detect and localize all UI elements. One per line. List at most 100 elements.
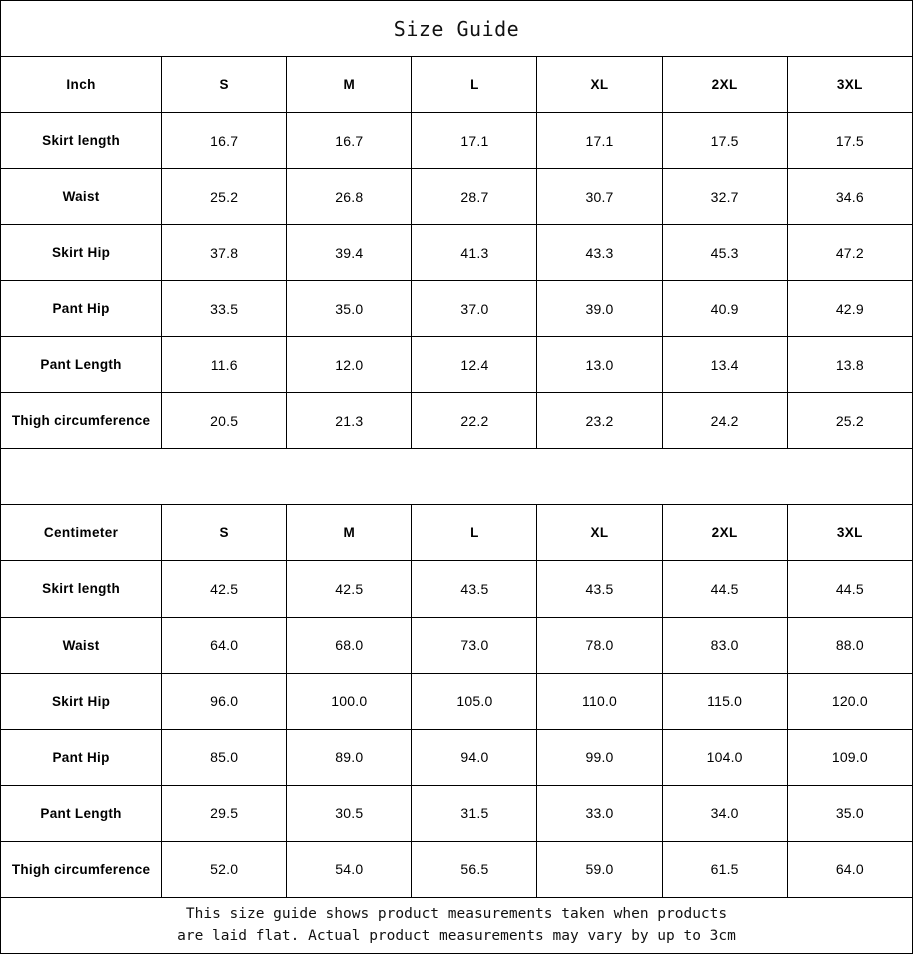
measurement-waist-l: 28.7 [411,168,538,226]
row-label-skirt-hip: Skirt Hip [0,224,163,282]
measurement-waist-3xl: 88.0 [786,616,913,674]
table-row: Skirt length 42.5 42.5 43.5 43.5 44.5 44.5 [0,560,913,618]
table-row: Pant Length 29.5 30.5 31.5 33.0 34.0 35.0 [0,784,913,842]
table-row: Skirt length 16.7 16.7 17.1 17.1 17.5 17.5 [0,112,913,170]
size-header-xl: XL [536,504,663,562]
measurement-skirt-hip-3xl: 47.2 [786,224,913,282]
size-header-m: M [286,56,413,114]
table-row: Pant Hip 33.5 35.0 37.0 39.0 40.9 42.9 [0,280,913,338]
measurement-pant-hip-2xl: 104.0 [661,728,788,786]
row-label-waist: Waist [0,168,163,226]
row-label-pant-hip: Pant Hip [0,728,163,786]
size-header-2xl: 2XL [661,504,788,562]
title-row: Size Guide [0,0,913,58]
row-label-pant-length: Pant Length [0,784,163,842]
measurement-pant-hip-s: 33.5 [161,280,288,338]
measurement-skirt-hip-m: 39.4 [286,224,413,282]
measurement-skirt-hip-s: 96.0 [161,672,288,730]
row-label-skirt-hip: Skirt Hip [0,672,163,730]
table-row: Waist 25.2 26.8 28.7 30.7 32.7 34.6 [0,168,913,226]
footer-row: This size guide shows product measuremen… [0,896,913,954]
measurement-pant-length-xl: 13.0 [536,336,663,394]
measurement-waist-m: 68.0 [286,616,413,674]
measurement-pant-hip-2xl: 40.9 [661,280,788,338]
measurement-thigh-circumference-2xl: 24.2 [661,392,788,450]
measurement-pant-length-l: 31.5 [411,784,538,842]
measurement-skirt-hip-2xl: 115.0 [661,672,788,730]
table-spacer [0,448,913,506]
measurement-skirt-length-xl: 43.5 [536,560,663,618]
measurement-skirt-hip-l: 41.3 [411,224,538,282]
row-label-skirt-length: Skirt length [0,560,163,618]
measurement-skirt-hip-2xl: 45.3 [661,224,788,282]
measurement-skirt-length-l: 17.1 [411,112,538,170]
measurement-pant-length-2xl: 34.0 [661,784,788,842]
measurement-pant-hip-3xl: 109.0 [786,728,913,786]
measurement-thigh-circumference-3xl: 64.0 [786,840,913,898]
measurement-pant-hip-l: 37.0 [411,280,538,338]
row-label-thigh-circumference: Thigh circumference [0,392,163,450]
measurement-skirt-length-s: 42.5 [161,560,288,618]
size-header-2xl: 2XL [661,56,788,114]
measurement-skirt-length-2xl: 44.5 [661,560,788,618]
measurement-thigh-circumference-2xl: 61.5 [661,840,788,898]
size-header-3xl: 3XL [786,504,913,562]
measurement-pant-length-2xl: 13.4 [661,336,788,394]
table-row: Pant Hip 85.0 89.0 94.0 99.0 104.0 109.0 [0,728,913,786]
measurement-skirt-hip-3xl: 120.0 [786,672,913,730]
size-header-s: S [161,56,288,114]
measurement-pant-length-3xl: 13.8 [786,336,913,394]
size-header-row: Centimeter S M L XL 2XL 3XL [0,504,913,562]
measurement-skirt-hip-l: 105.0 [411,672,538,730]
measurement-thigh-circumference-s: 20.5 [161,392,288,450]
size-header-xl: XL [536,56,663,114]
measurement-pant-hip-3xl: 42.9 [786,280,913,338]
measurement-waist-l: 73.0 [411,616,538,674]
measurement-thigh-circumference-l: 22.2 [411,392,538,450]
measurement-pant-hip-m: 89.0 [286,728,413,786]
measurement-waist-s: 64.0 [161,616,288,674]
row-label-skirt-length: Skirt length [0,112,163,170]
size-header-m: M [286,504,413,562]
measurement-pant-length-s: 11.6 [161,336,288,394]
measurement-pant-hip-l: 94.0 [411,728,538,786]
measurement-pant-length-s: 29.5 [161,784,288,842]
measurement-waist-xl: 78.0 [536,616,663,674]
measurement-skirt-length-s: 16.7 [161,112,288,170]
measurement-waist-xl: 30.7 [536,168,663,226]
measurement-thigh-circumference-s: 52.0 [161,840,288,898]
size-header-l: L [411,56,538,114]
size-header-s: S [161,504,288,562]
page-title: Size Guide [0,0,913,58]
measurement-thigh-circumference-m: 21.3 [286,392,413,450]
size-header-l: L [411,504,538,562]
measurement-skirt-length-xl: 17.1 [536,112,663,170]
unit-label-inch: Inch [0,56,163,114]
measurement-pant-length-m: 30.5 [286,784,413,842]
measurement-pant-hip-m: 35.0 [286,280,413,338]
row-label-pant-hip: Pant Hip [0,280,163,338]
measurement-skirt-length-3xl: 17.5 [786,112,913,170]
measurement-skirt-length-l: 43.5 [411,560,538,618]
footer-note-line-2: are laid flat. Actual product measuremen… [177,928,736,945]
measurement-skirt-hip-xl: 110.0 [536,672,663,730]
measurement-waist-s: 25.2 [161,168,288,226]
measurement-pant-length-xl: 33.0 [536,784,663,842]
measurement-thigh-circumference-m: 54.0 [286,840,413,898]
table-row: Thigh circumference 20.5 21.3 22.2 23.2 24.2 2… [0,392,913,450]
table-row: Skirt Hip 37.8 39.4 41.3 43.3 45.3 47.2 [0,224,913,282]
size-header-row: Inch S M L XL 2XL 3XL [0,56,913,114]
table-row: Pant Length 11.6 12.0 12.4 13.0 13.4 13.8 [0,336,913,394]
measurement-skirt-hip-s: 37.8 [161,224,288,282]
measurement-waist-2xl: 83.0 [661,616,788,674]
measurement-skirt-hip-m: 100.0 [286,672,413,730]
table-row: Waist 64.0 68.0 73.0 78.0 83.0 88.0 [0,616,913,674]
measurement-thigh-circumference-xl: 23.2 [536,392,663,450]
row-label-thigh-circumference: Thigh circumference [0,840,163,898]
measurement-thigh-circumference-xl: 59.0 [536,840,663,898]
measurement-pant-hip-xl: 99.0 [536,728,663,786]
measurement-skirt-length-3xl: 44.5 [786,560,913,618]
table-spacer-row [0,448,913,506]
row-label-waist: Waist [0,616,163,674]
